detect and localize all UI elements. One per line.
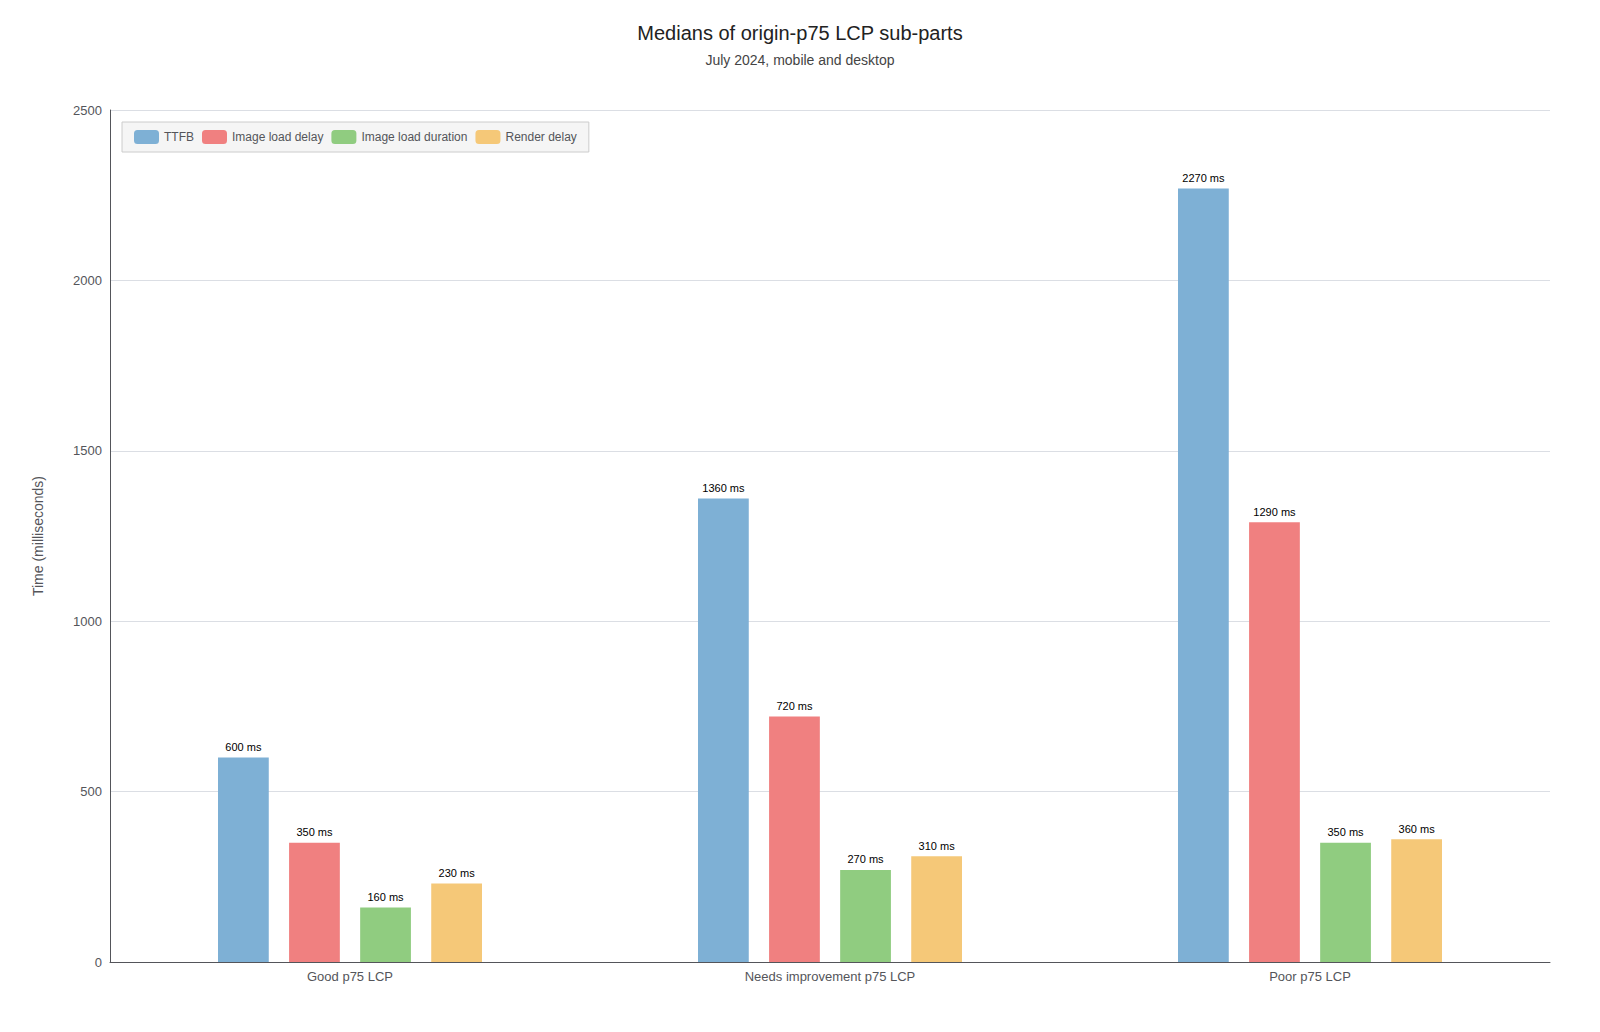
svg-text:Image load duration: Image load duration [361, 130, 467, 144]
svg-text:Needs improvement p75 LCP: Needs improvement p75 LCP [745, 969, 916, 984]
svg-text:310 ms: 310 ms [919, 840, 956, 852]
svg-text:2000: 2000 [73, 273, 102, 288]
svg-text:Medians of origin-p75 LCP sub-: Medians of origin-p75 LCP sub-parts [637, 22, 962, 44]
svg-text:1000: 1000 [73, 614, 102, 629]
svg-text:2500: 2500 [73, 103, 102, 118]
svg-text:Time (milliseconds): Time (milliseconds) [30, 476, 46, 596]
svg-text:360 ms: 360 ms [1399, 823, 1436, 835]
svg-text:1290 ms: 1290 ms [1253, 506, 1296, 518]
svg-text:270 ms: 270 ms [847, 853, 884, 865]
svg-text:TTFB: TTFB [164, 130, 194, 144]
svg-text:Render delay: Render delay [505, 130, 576, 144]
svg-text:Image load delay: Image load delay [232, 130, 323, 144]
svg-text:350 ms: 350 ms [296, 826, 333, 838]
svg-text:1500: 1500 [73, 443, 102, 458]
svg-text:350 ms: 350 ms [1327, 826, 1364, 838]
svg-text:2270 ms: 2270 ms [1182, 172, 1225, 184]
svg-text:Good p75 LCP: Good p75 LCP [307, 969, 393, 984]
svg-text:720 ms: 720 ms [776, 700, 813, 712]
svg-text:1360 ms: 1360 ms [702, 482, 745, 494]
svg-text:Poor p75 LCP: Poor p75 LCP [1269, 969, 1351, 984]
svg-text:500: 500 [80, 784, 102, 799]
svg-text:600 ms: 600 ms [225, 741, 262, 753]
svg-text:230 ms: 230 ms [439, 867, 476, 879]
svg-text:July 2024, mobile and desktop: July 2024, mobile and desktop [705, 52, 894, 68]
svg-text:160 ms: 160 ms [367, 891, 404, 903]
svg-text:0: 0 [95, 955, 102, 970]
